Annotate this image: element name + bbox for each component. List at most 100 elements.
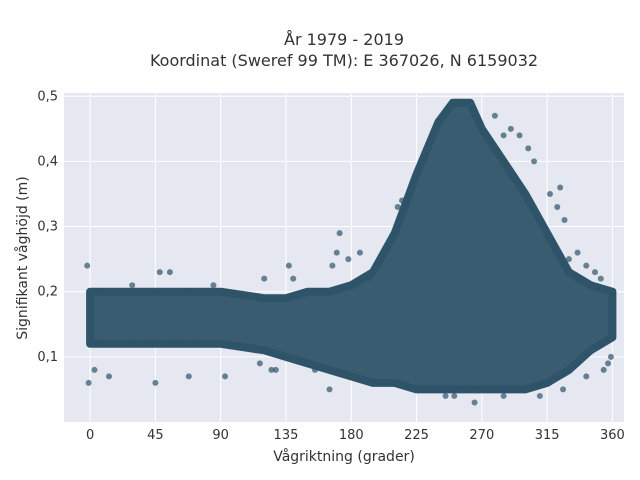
data-point xyxy=(574,249,581,256)
data-point xyxy=(525,197,532,204)
data-point xyxy=(217,288,224,295)
data-point xyxy=(547,236,554,243)
data-point xyxy=(166,269,173,276)
data-point xyxy=(91,366,98,373)
data-point xyxy=(518,185,525,192)
data-point xyxy=(129,282,136,289)
data-point xyxy=(493,147,500,154)
data-point xyxy=(290,275,297,282)
data-point xyxy=(591,269,598,276)
y-tick-label: 0,3 xyxy=(37,220,58,235)
y-tick-label: 0,2 xyxy=(37,285,58,300)
data-point xyxy=(141,340,148,347)
data-point xyxy=(311,366,318,373)
x-tick-label: 0 xyxy=(86,428,94,443)
data-point xyxy=(605,287,612,294)
data-point xyxy=(395,220,402,227)
data-point xyxy=(108,340,115,347)
chart-title-line-1: År 1979 - 2019 xyxy=(284,30,404,49)
data-point xyxy=(345,256,352,263)
data-point xyxy=(253,346,260,353)
x-tick-label: 270 xyxy=(469,428,494,443)
data-point xyxy=(174,288,181,295)
data-point xyxy=(97,288,104,295)
y-tick-label: 0,1 xyxy=(37,350,58,365)
x-tick-label: 135 xyxy=(274,428,299,443)
x-axis-label: Vågriktning (grader) xyxy=(273,448,415,465)
data-point xyxy=(551,243,558,250)
data-point xyxy=(119,340,126,347)
data-point xyxy=(504,163,511,170)
data-point xyxy=(272,366,279,373)
x-tick-label: 45 xyxy=(147,428,164,443)
data-point xyxy=(489,142,496,149)
data-point xyxy=(152,288,159,295)
data-point xyxy=(156,269,163,276)
data-point xyxy=(239,344,246,351)
data-point xyxy=(217,340,224,347)
x-tick-label: 180 xyxy=(339,428,364,443)
data-point xyxy=(268,366,275,373)
data-point xyxy=(84,262,91,269)
data-point xyxy=(97,340,104,347)
data-point xyxy=(536,392,543,399)
chart-title-line-2: Koordinat (Sweref 99 TM): E 367026, N 61… xyxy=(150,51,538,70)
data-point xyxy=(87,340,94,347)
data-point xyxy=(253,294,260,301)
data-point xyxy=(557,184,564,191)
data-point xyxy=(471,399,478,406)
data-point xyxy=(87,288,94,295)
data-point xyxy=(507,125,514,132)
data-point xyxy=(185,288,192,295)
data-point xyxy=(429,132,436,139)
data-point xyxy=(554,204,561,211)
data-point xyxy=(607,353,614,360)
y-tick-label: 0,5 xyxy=(37,89,58,104)
data-point xyxy=(388,236,395,243)
data-point xyxy=(152,340,159,347)
data-point xyxy=(384,243,391,250)
data-point xyxy=(152,379,159,386)
data-point xyxy=(583,373,590,380)
data-point xyxy=(222,373,229,380)
data-point xyxy=(185,373,192,380)
data-point xyxy=(544,230,551,237)
data-point xyxy=(130,288,137,295)
data-point xyxy=(486,136,493,143)
data-point xyxy=(583,262,590,269)
data-point xyxy=(185,340,192,347)
data-point xyxy=(333,249,340,256)
data-point xyxy=(565,256,572,263)
data-point xyxy=(561,217,568,224)
data-point xyxy=(478,125,485,132)
data-point xyxy=(496,152,503,159)
x-tick-label: 225 xyxy=(404,428,429,443)
data-point xyxy=(597,275,604,282)
data-point xyxy=(522,190,529,197)
x-tick-label: 315 xyxy=(535,428,560,443)
data-point xyxy=(511,174,518,181)
data-point xyxy=(605,360,612,367)
data-point xyxy=(500,132,507,139)
data-point xyxy=(525,145,532,152)
data-point xyxy=(377,256,384,263)
y-tick-label: 0,4 xyxy=(37,154,58,169)
data-point xyxy=(163,340,170,347)
data-point xyxy=(406,190,413,197)
data-point xyxy=(108,288,115,295)
data-point xyxy=(540,223,547,230)
data-point xyxy=(399,197,406,204)
data-point xyxy=(285,262,292,269)
data-point xyxy=(547,190,554,197)
data-point xyxy=(515,180,522,187)
data-point xyxy=(210,282,217,289)
x-axis-ticks: 0 45 90 135 180 225 270 315 360 xyxy=(86,428,625,443)
data-point xyxy=(409,181,416,188)
data-point xyxy=(336,230,343,237)
data-point xyxy=(246,345,253,352)
data-point xyxy=(195,340,202,347)
data-point xyxy=(246,293,253,300)
data-point xyxy=(529,204,536,211)
data-point xyxy=(370,269,377,276)
